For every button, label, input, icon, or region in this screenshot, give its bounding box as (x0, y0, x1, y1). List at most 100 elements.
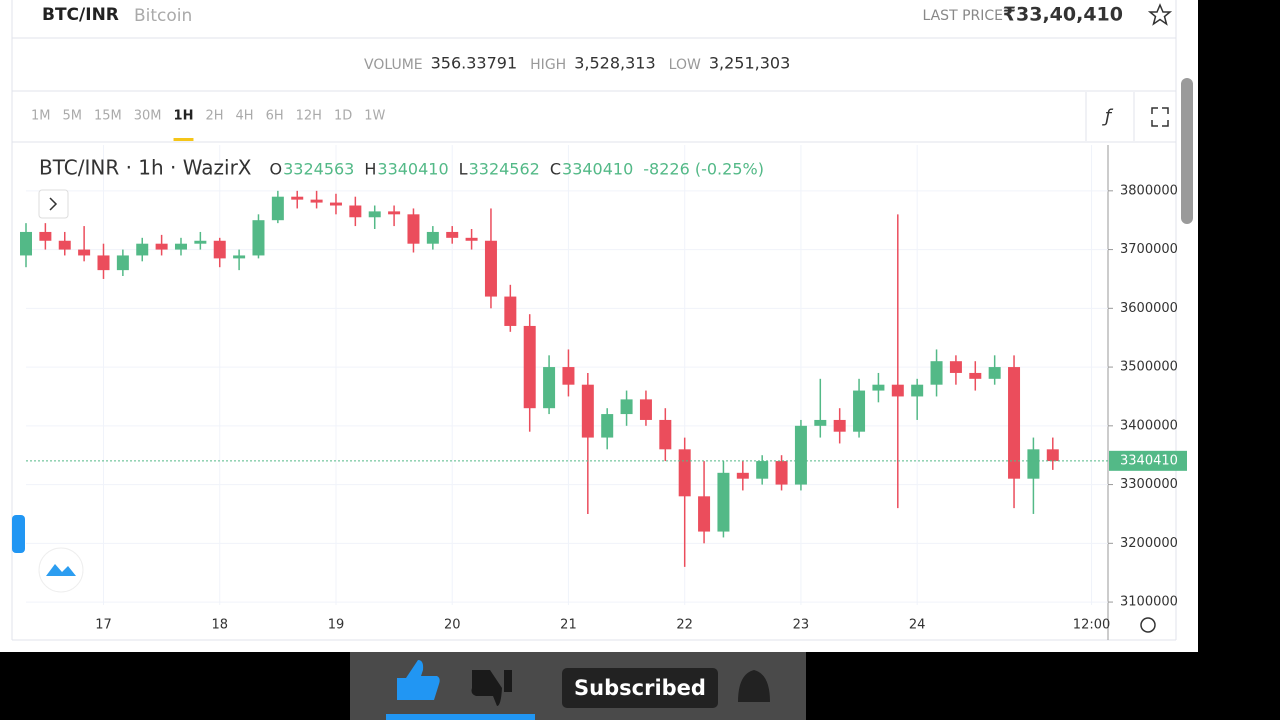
candle-body (329, 202, 342, 206)
logo-mark (46, 564, 76, 576)
candle-body (194, 240, 207, 244)
candle-body (252, 220, 265, 256)
candle-body (601, 414, 614, 438)
candle-body (388, 211, 401, 215)
side-tab[interactable] (12, 515, 25, 553)
stat-label: HIGH (530, 57, 566, 73)
scrollbar[interactable] (1181, 78, 1193, 224)
last-price-tag: 3340410 (1120, 453, 1178, 468)
symbol: BTC/INR (42, 5, 119, 25)
y-tick-label: 3100000 (1120, 595, 1178, 610)
subscribe-label: Subscribed (574, 676, 706, 700)
candle-body (484, 240, 497, 297)
stat-value: 356.33791 (431, 54, 518, 73)
candle-body (310, 199, 323, 203)
candle-body (523, 325, 536, 409)
timeframe[interactable]: 12H (296, 109, 322, 124)
timeframe[interactable]: 4H (236, 109, 254, 124)
candle-body (969, 372, 982, 379)
legend-change: -8226 (-0.25%) (643, 160, 764, 179)
x-tick-label: 19 (328, 618, 345, 633)
timeframe[interactable]: 1M (31, 109, 51, 124)
candle-body (911, 384, 924, 397)
y-tick-label: 3300000 (1120, 477, 1178, 492)
stat-value: 3,528,313 (574, 54, 655, 73)
candle-body (736, 472, 749, 479)
stat-label: VOLUME (364, 57, 423, 73)
candle-body (58, 240, 71, 250)
subscribe-button[interactable] (562, 668, 718, 708)
legend-ohlc-value: 3340410 (562, 160, 633, 179)
x-tick-label: 24 (909, 618, 926, 633)
stat-value: 3,251,303 (709, 54, 790, 73)
timeframe[interactable]: 1D (334, 109, 352, 124)
candle-body (465, 237, 478, 241)
y-tick-label: 3800000 (1120, 183, 1178, 198)
last-price: ₹33,40,410 (1003, 4, 1123, 26)
candle-body (97, 255, 110, 271)
candle-body (20, 231, 32, 256)
candle-body (271, 196, 284, 221)
legend-ohlc-label: L (459, 160, 468, 179)
candle-body (562, 367, 575, 385)
x-tick-label: 21 (560, 618, 577, 633)
x-tick-label: 12:00 (1073, 618, 1110, 633)
legend-ohlc-value: 3340410 (377, 160, 448, 179)
candle-body (833, 419, 846, 432)
like-icon[interactable] (397, 660, 440, 700)
candle-body (794, 425, 807, 485)
candle-body (78, 249, 91, 256)
candle-body (698, 496, 711, 532)
legend-symbol: BTC/INR · 1h · WazirX (39, 156, 252, 180)
candle-body (678, 449, 691, 497)
y-tick-label: 3200000 (1120, 536, 1178, 551)
stat-label: LOW (669, 57, 701, 73)
candle-body (233, 255, 246, 259)
candle-body (155, 243, 168, 250)
candle-body (349, 205, 362, 218)
expand-arrow (49, 197, 58, 211)
timeframe[interactable]: 6H (266, 109, 284, 124)
expand-button[interactable] (38, 189, 69, 219)
candle-body (775, 461, 788, 485)
candle-body (872, 384, 885, 391)
last-price-box (1109, 450, 1187, 471)
candle-body (116, 255, 129, 271)
active-underline (173, 138, 194, 141)
bell-icon[interactable] (738, 670, 770, 702)
timeframe[interactable]: 1W (364, 109, 385, 124)
candle-body (756, 461, 769, 479)
favorite-star[interactable] (1147, 3, 1173, 26)
x-tick-label: 17 (95, 618, 112, 633)
settings-icon[interactable] (1140, 617, 1156, 633)
legend-ohlc-label: H (364, 160, 376, 179)
timeframe[interactable]: 1H (174, 109, 194, 124)
timeframe[interactable]: 30M (134, 109, 162, 124)
candle-body (930, 361, 943, 385)
candle-body (814, 419, 827, 426)
coin-name: Bitcoin (134, 6, 192, 26)
timeframe[interactable]: 15M (94, 109, 122, 124)
candle-body (136, 243, 149, 256)
candle-body (39, 231, 52, 241)
last-price-label: LAST PRICE (922, 8, 1003, 24)
candle-body (446, 231, 459, 238)
x-tick-label: 22 (676, 618, 693, 633)
chart: 3100000 3200000 3300000 3400000 3500000 36000… (20, 145, 1187, 640)
candle-body (949, 361, 962, 373)
fullscreen-icon[interactable] (1151, 107, 1169, 127)
x-tick-label: 23 (793, 618, 810, 633)
like-underline (386, 714, 535, 720)
candle-body (717, 472, 730, 532)
candle-body (659, 419, 672, 450)
candle-body (620, 399, 633, 415)
indicator-icon[interactable]: ƒ (1102, 106, 1114, 127)
candle-body (213, 240, 226, 259)
candle-body (174, 243, 187, 250)
dislike-icon[interactable] (471, 670, 513, 706)
candle-body (368, 211, 381, 218)
candle-body (291, 196, 304, 200)
timeframe[interactable]: 5M (63, 109, 83, 124)
timeframe[interactable]: 2H (205, 109, 223, 124)
